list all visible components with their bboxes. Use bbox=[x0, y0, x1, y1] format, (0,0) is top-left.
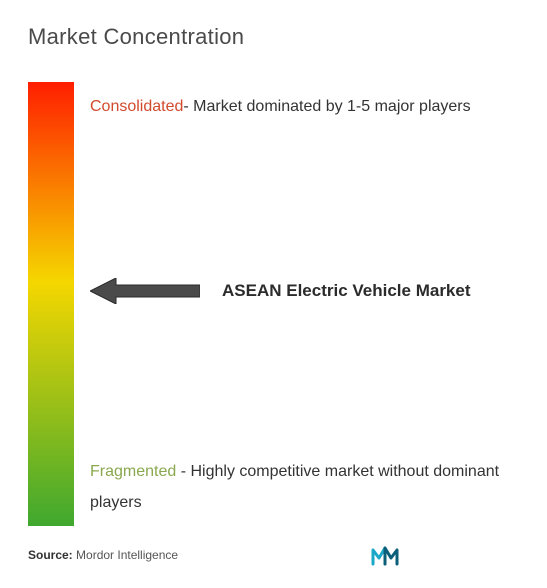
consolidated-line: Consolidated- Market dominated by 1-5 ma… bbox=[90, 92, 519, 122]
left-arrow-icon bbox=[90, 278, 200, 304]
text-area: Consolidated- Market dominated by 1-5 ma… bbox=[74, 82, 519, 526]
source-line: Source: Mordor Intelligence bbox=[28, 548, 178, 562]
footer-row: Source: Mordor Intelligence bbox=[28, 544, 519, 566]
fragmented-line: Fragmented - Highly competitive market w… bbox=[90, 457, 519, 518]
logo-left-stroke bbox=[373, 548, 385, 564]
source-label: Source: bbox=[28, 548, 73, 562]
logo-right-stroke bbox=[385, 548, 397, 564]
consolidated-block: Consolidated- Market dominated by 1-5 ma… bbox=[90, 92, 519, 122]
consolidated-label: Consolidated bbox=[90, 98, 183, 115]
diagram-row: Consolidated- Market dominated by 1-5 ma… bbox=[28, 82, 519, 526]
arrow-shape bbox=[90, 278, 200, 304]
fragmented-label: Fragmented bbox=[90, 463, 176, 480]
page-title: Market Concentration bbox=[28, 24, 519, 50]
fragmented-block: Fragmented - Highly competitive market w… bbox=[90, 457, 519, 518]
market-pointer-row: ASEAN Electric Vehicle Market bbox=[90, 278, 519, 304]
consolidated-desc: - Market dominated by 1-5 major players bbox=[183, 98, 470, 115]
brand-logo-icon bbox=[371, 544, 399, 566]
market-name-label: ASEAN Electric Vehicle Market bbox=[222, 281, 471, 301]
concentration-gradient-bar bbox=[28, 82, 74, 526]
source-value: Mordor Intelligence bbox=[73, 548, 178, 562]
